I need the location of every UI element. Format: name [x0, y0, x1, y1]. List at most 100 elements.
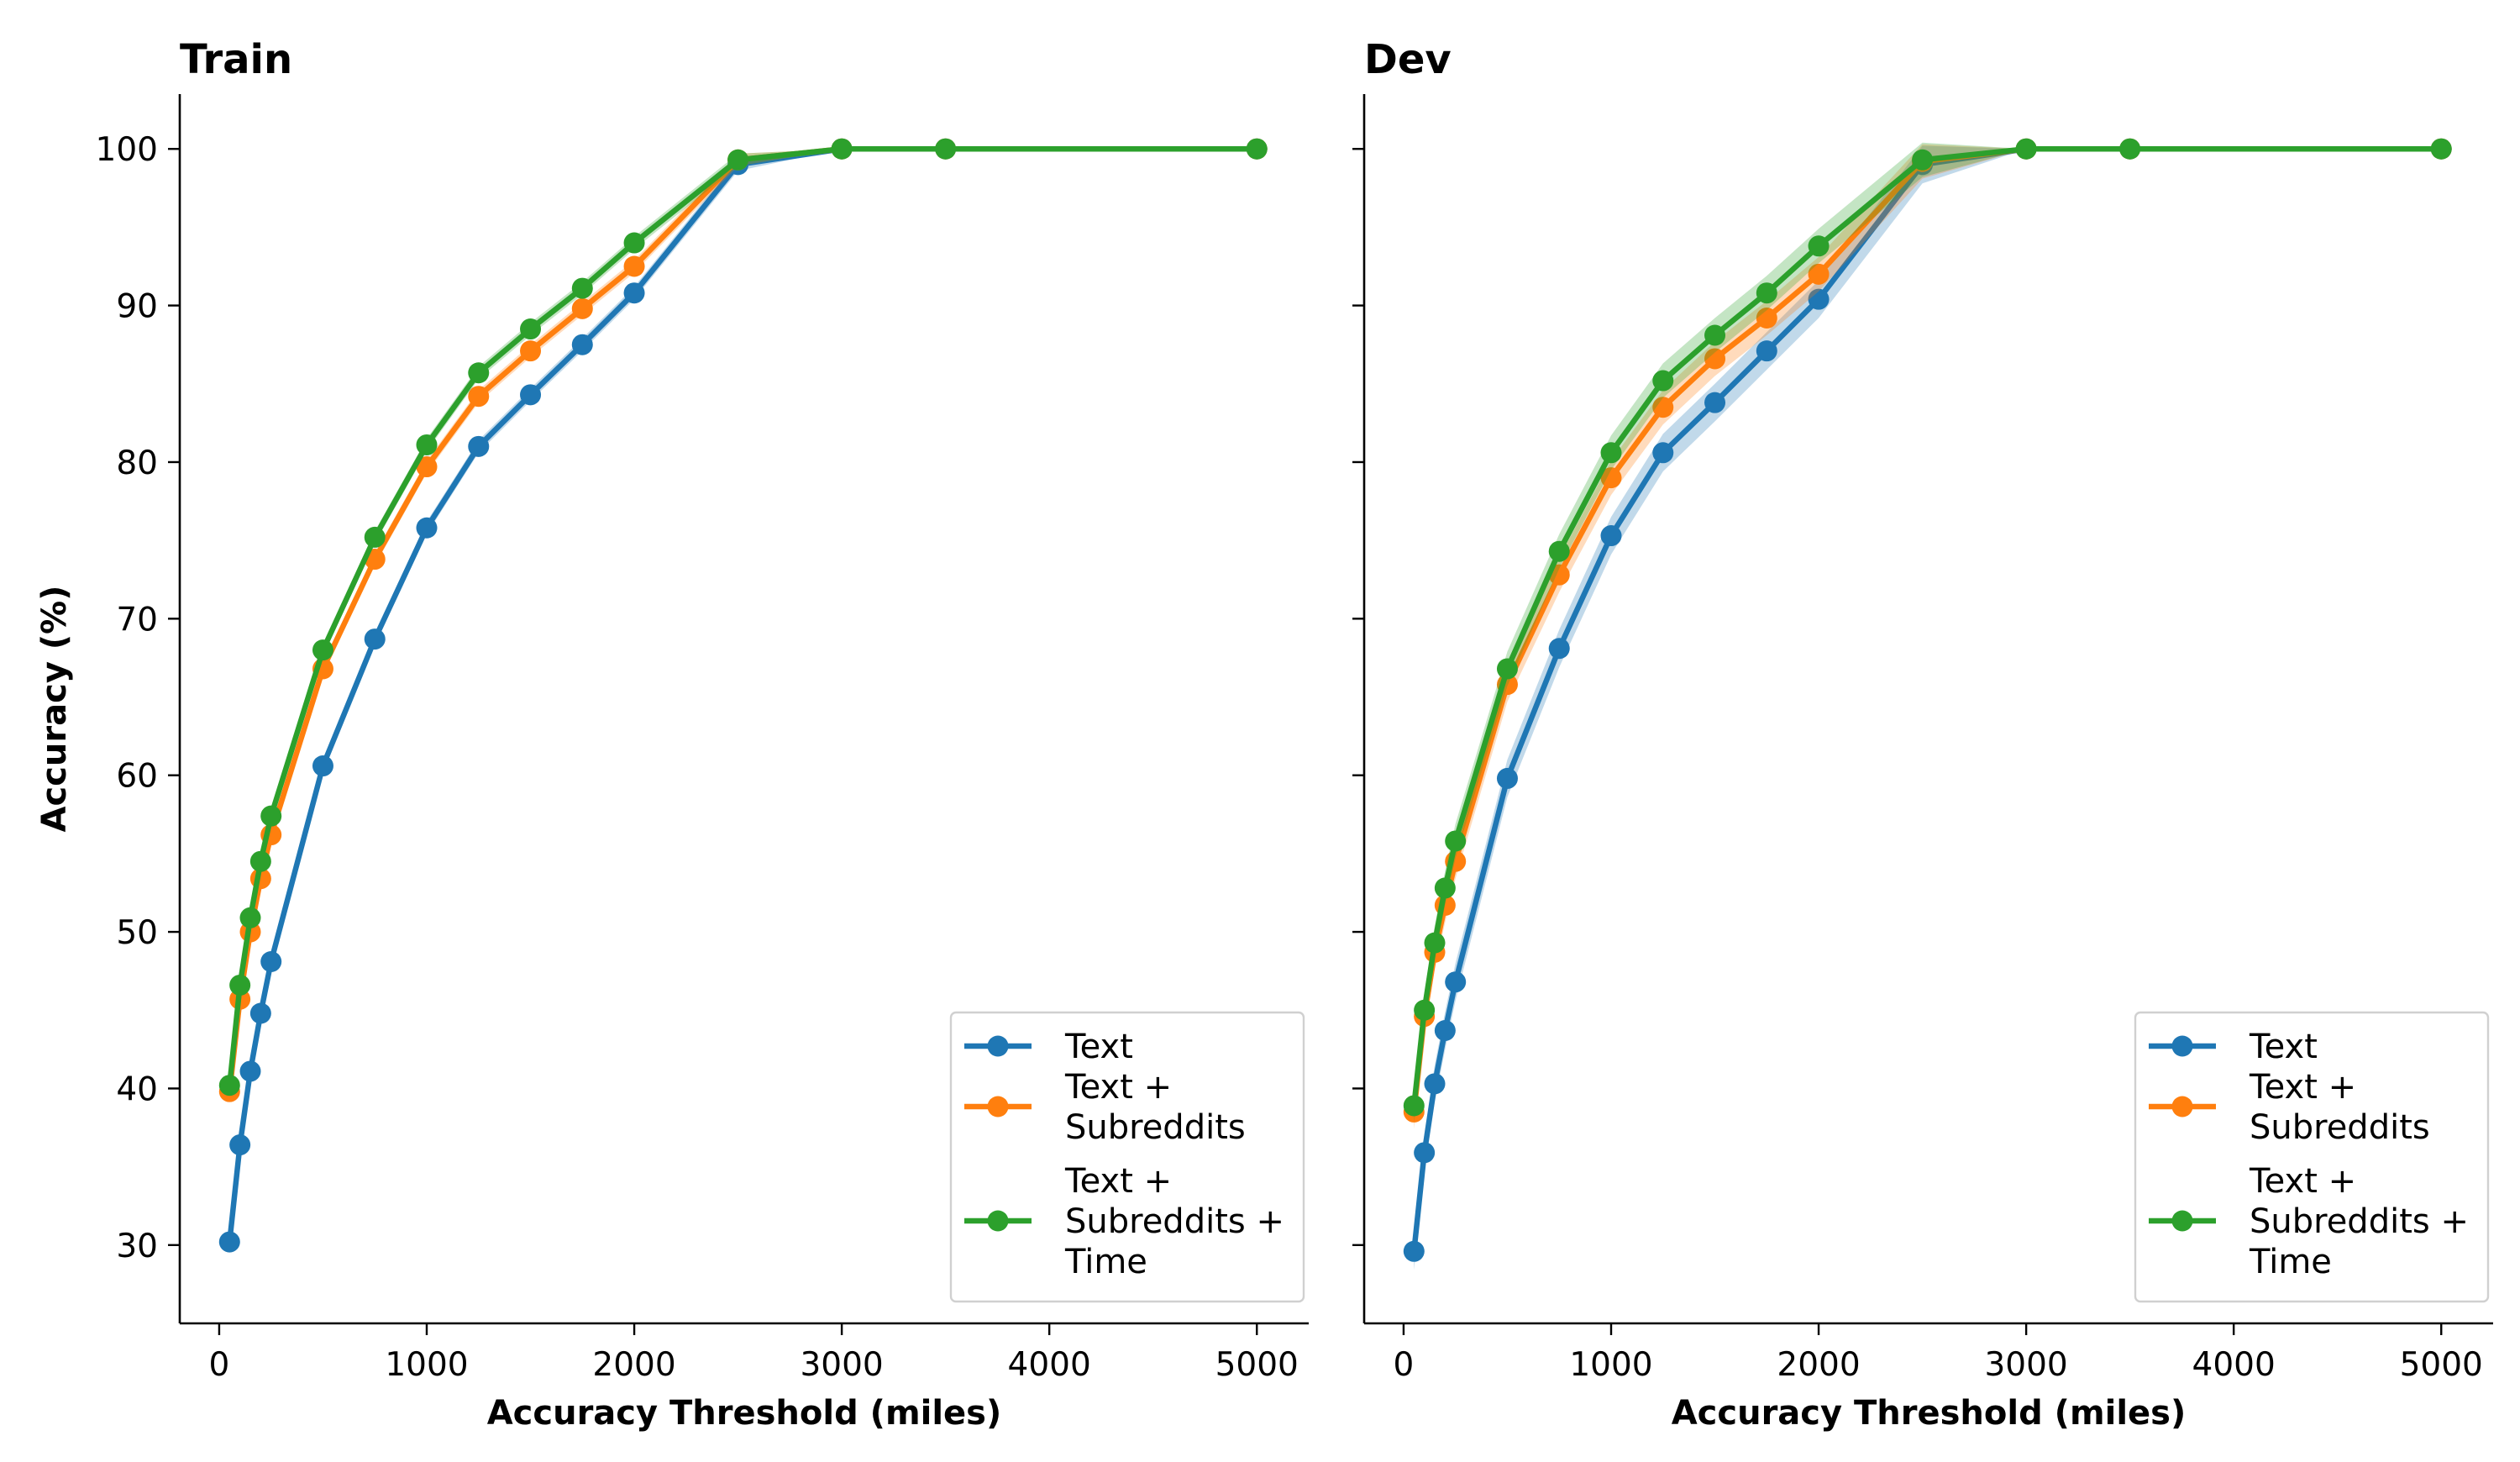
y-tick-label: 30 [116, 1228, 158, 1265]
data-point [623, 232, 645, 254]
x-tick-label: 5000 [1215, 1346, 1299, 1384]
series-line [227, 145, 1257, 1086]
data-point [229, 1134, 251, 1156]
legend-label: Text [1064, 1028, 1133, 1066]
data-point [1808, 235, 1830, 257]
data-point [260, 950, 282, 972]
data-point [935, 138, 957, 160]
data-point [1600, 525, 1622, 547]
data-point [1704, 324, 1726, 346]
data-point [249, 1002, 271, 1024]
data-point [1403, 1240, 1425, 1262]
data-point [1496, 658, 1518, 680]
data-point [1756, 282, 1777, 304]
data-point [416, 517, 438, 539]
series-band [1414, 145, 2442, 1270]
x-tick-label: 3000 [800, 1346, 883, 1384]
legend-box [949, 1011, 1305, 1303]
data-point [1434, 877, 1456, 899]
data-point [312, 755, 333, 777]
x-tick-label: 0 [1394, 1346, 1415, 1384]
x-tick-label: 2000 [592, 1346, 675, 1384]
series-2 [218, 138, 1268, 1096]
x-axis-title: Accuracy Threshold (miles) [1672, 1394, 2187, 1433]
data-point [229, 974, 251, 996]
series-2 [1403, 138, 2452, 1123]
legend-marker [2171, 1035, 2193, 1057]
data-point [218, 1231, 240, 1253]
data-point [1445, 971, 1467, 993]
series-1 [218, 138, 1268, 1102]
x-tick-label: 1000 [1569, 1346, 1652, 1384]
data-point [364, 526, 386, 548]
y-axis-title: Accuracy (%) [35, 586, 74, 833]
data-point [1600, 467, 1622, 489]
data-point [520, 384, 542, 406]
data-point [623, 255, 645, 277]
legend-marker [987, 1210, 1009, 1232]
data-point [312, 639, 333, 661]
x-tick-label: 3000 [1984, 1346, 2067, 1384]
data-point [416, 434, 438, 455]
series-line [1411, 145, 2442, 1107]
data-point [1445, 830, 1467, 852]
y-tick-label: 50 [116, 914, 158, 952]
data-point [364, 628, 386, 650]
data-point [1496, 767, 1518, 789]
legend-label: Text + Subreddits + Time [1064, 1162, 1284, 1281]
data-point [1424, 932, 1446, 954]
data-point [623, 282, 645, 304]
data-point [1704, 392, 1726, 413]
data-point [1808, 288, 1830, 310]
y-tick-label: 60 [116, 758, 158, 796]
data-point [1652, 370, 1674, 392]
data-point [1548, 540, 1570, 562]
x-tick-label: 5000 [2400, 1346, 2483, 1384]
legend-label: Text [2249, 1028, 2318, 1066]
legend-box [2134, 1011, 2490, 1303]
data-point [571, 277, 593, 299]
y-tick-label: 70 [116, 601, 158, 639]
legend-marker [2171, 1210, 2193, 1232]
data-point [1652, 397, 1674, 418]
data-point [2119, 138, 2141, 160]
data-point [1808, 263, 1830, 285]
y-tick-label: 80 [116, 444, 158, 482]
x-tick-label: 0 [209, 1346, 230, 1384]
data-point [1600, 442, 1622, 464]
data-point [571, 297, 593, 319]
x-tick-label: 2000 [1777, 1346, 1860, 1384]
data-point [2015, 138, 2037, 160]
data-point [1912, 149, 1934, 171]
data-point [1414, 1142, 1436, 1164]
y-tick-label: 40 [116, 1070, 158, 1108]
data-point [468, 362, 490, 384]
series-band [1414, 144, 2442, 1129]
data-point [2430, 138, 2452, 160]
x-tick-label: 1000 [385, 1346, 468, 1384]
data-point [571, 334, 593, 355]
data-point [416, 456, 438, 478]
legend-label: Text + Subreddits [1064, 1068, 1246, 1147]
data-point [239, 1060, 261, 1082]
data-point [260, 805, 282, 827]
data-point [1652, 442, 1674, 464]
data-point [1548, 638, 1570, 660]
x-axis-title: Accuracy Threshold (miles) [487, 1394, 1002, 1433]
data-point [468, 386, 490, 408]
data-point [727, 149, 749, 171]
data-point [1434, 1019, 1456, 1041]
data-point [249, 850, 271, 872]
data-point [520, 340, 542, 362]
legend-marker [987, 1096, 1009, 1118]
data-point [1403, 1095, 1425, 1117]
data-point [520, 318, 542, 340]
data-point [1756, 340, 1777, 362]
data-point [1424, 1073, 1446, 1095]
legend-label: Text + Subreddits [2249, 1068, 2430, 1147]
data-point [468, 435, 490, 457]
